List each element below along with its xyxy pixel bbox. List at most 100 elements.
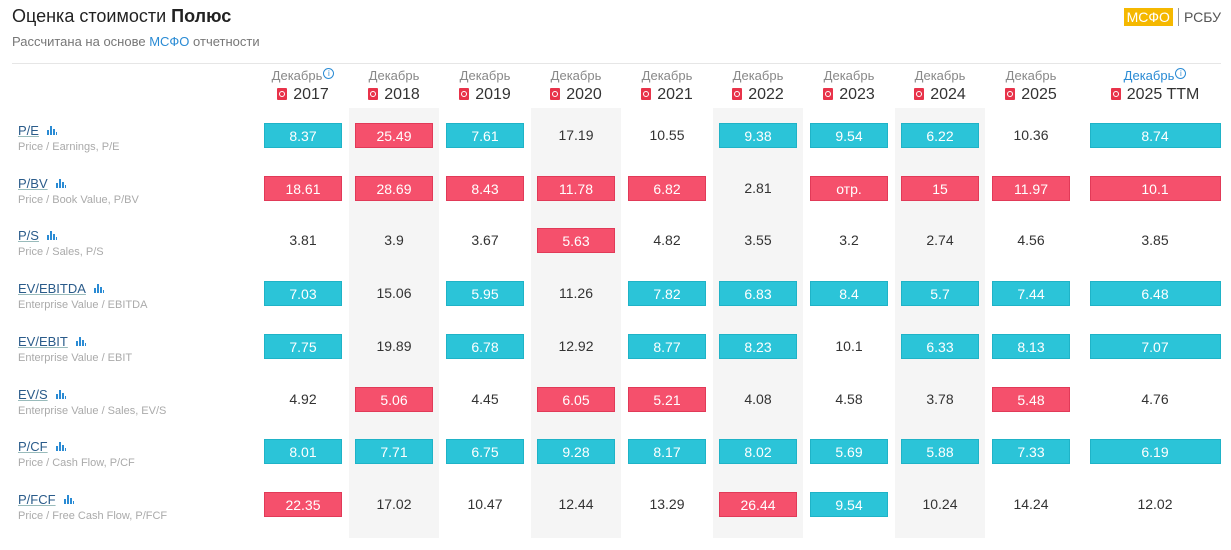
metric-name-link[interactable]: P/E	[18, 123, 39, 138]
column-year: 2021	[657, 86, 693, 103]
column-year-link[interactable]: 2025	[986, 86, 1076, 104]
column-month-label: Декабрь	[1005, 68, 1057, 83]
pdf-icon	[1005, 88, 1016, 100]
value-cell: 4.58	[835, 390, 863, 407]
info-icon[interactable]: i	[1175, 68, 1187, 79]
value-cell: 6.83	[719, 281, 797, 307]
column-month-label: Декабрь	[823, 68, 875, 83]
column-header: Декабрь i 2017	[258, 68, 348, 104]
metric-description: Enterprise Value / EBITDA	[18, 299, 148, 312]
column-year-link[interactable]: 2024	[895, 86, 985, 104]
value-cell: 7.71	[355, 439, 433, 465]
column-year: 2022	[748, 86, 784, 103]
metric-name-link[interactable]: P/FCF	[18, 491, 56, 507]
column-year-link[interactable]: 2023	[804, 86, 894, 104]
column-year: 2019	[475, 86, 511, 103]
value-cell: 4.08	[744, 390, 772, 407]
metric-description: Enterprise Value / EBIT	[18, 351, 133, 364]
column-year-link[interactable]: 2020	[531, 86, 621, 104]
column-year-link[interactable]: 2017	[258, 86, 348, 104]
column-month-label: Декабрь	[271, 68, 323, 83]
bar-chart-icon[interactable]	[55, 178, 67, 188]
metric-label: P/CF Price / Cash Flow, P/CF	[18, 438, 135, 469]
value-cell: 7.61	[446, 123, 524, 148]
value-cell: 3.85	[1141, 232, 1169, 249]
value-cell: 8.77	[628, 333, 706, 359]
value-cell: 6.82	[628, 175, 706, 201]
table-row: EV/S Enterprise Value / Sales, EV/S 4.92 5.…	[0, 380, 1231, 433]
value-cell: 8.74	[1089, 123, 1221, 148]
column-month: Декабрь i	[258, 68, 348, 84]
bar-chart-icon[interactable]	[55, 389, 67, 399]
bar-chart-icon[interactable]	[46, 126, 58, 135]
column-year: 2023	[839, 86, 875, 103]
value-cell: 8.37	[264, 123, 342, 148]
standard-rsbu-button[interactable]: РСБУ	[1183, 9, 1221, 25]
column-month: Декабрь	[622, 68, 712, 84]
column-month: Декабрь i	[1110, 68, 1200, 84]
standard-separator	[1177, 8, 1179, 26]
column-month-label: Декабрь	[1123, 68, 1175, 83]
column-year-link[interactable]: 2021	[622, 86, 712, 104]
bar-chart-icon[interactable]	[75, 336, 87, 346]
value-cell: 10.1	[835, 337, 863, 354]
metric-description: Price / Earnings, P/E	[18, 141, 120, 153]
value-cell: 10.47	[467, 495, 503, 512]
value-cell: 7.33	[992, 439, 1070, 465]
metric-name-link[interactable]: P/S	[18, 228, 39, 244]
value-cell: 25.49	[355, 123, 433, 148]
column-year: 2024	[930, 86, 966, 103]
value-cell: 6.33	[901, 333, 979, 359]
metric-description: Price / Free Cash Flow, P/FCF	[18, 509, 168, 522]
column-month: Декабрь	[986, 68, 1076, 84]
metric-description: Price / Cash Flow, P/CF	[18, 457, 135, 470]
value-cell: 6.78	[446, 333, 524, 359]
page-title: Оценка стоимости Полюс	[12, 6, 231, 27]
pdf-icon	[368, 88, 379, 100]
column-header: Декабрь 2023	[804, 68, 894, 104]
value-cell: 7.07	[1089, 333, 1221, 359]
column-stripe	[713, 108, 803, 538]
metric-description: Price / Sales, P/S	[18, 246, 104, 259]
bar-chart-icon[interactable]	[93, 284, 105, 294]
value-cell: 10.55	[649, 127, 685, 143]
standard-msfo-button[interactable]: МСФО	[1123, 8, 1173, 26]
column-year-link[interactable]: 2022	[713, 86, 803, 104]
column-year: 2020	[566, 86, 602, 103]
metric-name-link[interactable]: EV/S	[18, 386, 48, 402]
metric-name-link[interactable]: EV/EBIT	[18, 333, 68, 349]
value-cell: 9.38	[719, 123, 797, 148]
metric-name-link[interactable]: P/CF	[18, 439, 48, 455]
value-cell: 15.06	[376, 285, 412, 302]
value-cell: 7.75	[264, 333, 342, 359]
column-header: Декабрь 2024	[895, 68, 985, 104]
pdf-icon	[823, 88, 834, 100]
value-cell: 9.54	[810, 491, 888, 517]
bar-chart-icon[interactable]	[63, 494, 75, 504]
subtitle-prefix: Рассчитана на основе	[12, 34, 146, 49]
pdf-icon	[641, 88, 652, 100]
column-year-link[interactable]: 2018	[349, 86, 439, 104]
info-icon[interactable]: i	[323, 68, 335, 79]
column-year-link[interactable]: 2019	[440, 86, 530, 104]
value-cell: 7.82	[628, 281, 706, 307]
value-cell: 18.61	[264, 175, 342, 201]
metric-label: P/BV Price / Book Value, P/BV	[18, 175, 139, 206]
bar-chart-icon[interactable]	[55, 442, 67, 452]
title-prefix: Оценка стоимости	[12, 6, 167, 26]
subtitle-suffix: отчетности	[193, 34, 260, 49]
metric-name-link[interactable]: EV/EBITDA	[18, 281, 86, 297]
value-cell: 7.44	[992, 281, 1070, 307]
metric-name-link[interactable]: P/BV	[18, 175, 48, 191]
page-subtitle: Рассчитана на основе МСФО отчетности	[12, 34, 260, 49]
value-cell: 22.35	[264, 491, 342, 517]
value-cell: 10.24	[922, 495, 958, 512]
column-month-label: Декабрь	[368, 68, 420, 83]
column-month: Декабрь	[531, 68, 621, 84]
value-cell: 11.26	[559, 285, 593, 302]
column-month-label: Декабрь	[459, 68, 511, 83]
value-cell: 3.9	[384, 232, 404, 249]
subtitle-link-msfo[interactable]: МСФО	[149, 34, 190, 49]
bar-chart-icon[interactable]	[46, 231, 58, 241]
column-year-link[interactable]: 2025 TTM	[1110, 86, 1200, 104]
